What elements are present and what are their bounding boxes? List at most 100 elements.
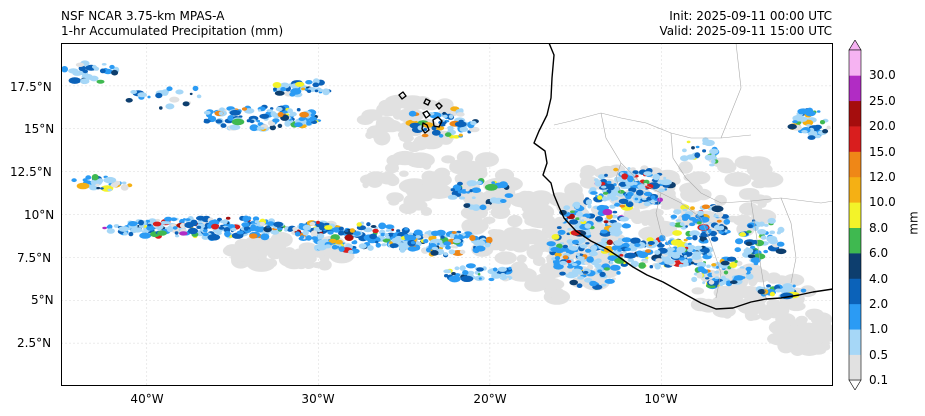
precip-cell	[604, 173, 608, 177]
precip-cell	[613, 167, 619, 172]
precip-cell	[508, 266, 512, 270]
precip-cell	[225, 216, 231, 220]
precip-cell	[310, 113, 316, 117]
precip-cell	[627, 167, 631, 170]
precip-cell	[650, 195, 656, 200]
precip-cell	[440, 235, 445, 239]
precip-cell	[709, 230, 717, 237]
precip-cell	[627, 258, 634, 263]
precip-cell	[394, 235, 404, 243]
precip-cell	[447, 126, 454, 130]
precip-cell	[570, 210, 575, 213]
precip-cell	[344, 234, 354, 241]
precip-cell	[463, 203, 471, 209]
precip-cell	[448, 114, 454, 119]
precip-cell	[576, 283, 583, 288]
precip-cell	[655, 258, 663, 263]
precip-cell	[169, 96, 180, 103]
precip-cell	[164, 216, 173, 222]
precip-cell	[431, 246, 439, 251]
precip-cell	[331, 244, 338, 250]
precip-cell	[726, 215, 739, 223]
precip-cell	[411, 117, 418, 122]
precip-cell	[715, 195, 726, 203]
precip-cell	[259, 221, 266, 226]
precip-cell	[111, 69, 119, 76]
precip-cell	[625, 180, 635, 186]
precip-cell	[218, 111, 224, 116]
colorbar-tick-label: 4.0	[869, 271, 889, 286]
precip-cell	[750, 257, 761, 264]
precip-cell	[808, 331, 829, 343]
precip-cell	[686, 236, 693, 240]
colorbar-segment	[849, 151, 861, 178]
coastline	[398, 43, 833, 310]
precip-cell	[740, 188, 760, 199]
precip-cell	[702, 247, 710, 254]
precip-cell	[219, 107, 225, 112]
precip-cell	[459, 249, 466, 255]
precip-cell	[585, 248, 592, 253]
colorbar-segment	[849, 278, 861, 305]
precip-cell	[606, 180, 612, 184]
precip-cell	[634, 243, 641, 247]
precip-cell	[95, 183, 100, 187]
precip-cell	[701, 269, 708, 274]
precip-cell	[302, 230, 309, 236]
precip-cell	[510, 261, 528, 276]
precip-cell	[336, 245, 340, 249]
precip-cell	[187, 227, 198, 235]
colorbar	[848, 40, 862, 390]
precip-cell	[709, 163, 715, 167]
precip-cell	[410, 200, 428, 211]
precip-cell	[422, 160, 432, 170]
lat-label: 10°N	[24, 208, 55, 222]
precip-cell	[165, 103, 175, 110]
precip-cell	[734, 260, 738, 263]
precip-cell	[686, 247, 693, 253]
precip-cell	[570, 230, 581, 236]
colorbar-tick-label: 2.0	[869, 296, 889, 311]
precip-cell	[179, 231, 188, 236]
precip-cell	[457, 160, 484, 174]
precip-cell	[636, 189, 644, 196]
precip-cell	[724, 172, 752, 187]
precip-cell	[102, 226, 107, 230]
precip-cell	[491, 181, 496, 185]
precip-cell	[310, 230, 318, 238]
precip-cell	[603, 267, 611, 271]
precip-cell	[711, 263, 717, 267]
coastline-west-africa	[533, 43, 833, 310]
precip-cell	[309, 221, 316, 226]
precip-cell	[775, 288, 782, 293]
precip-cell	[138, 219, 144, 226]
precip-cell	[128, 231, 134, 237]
precip-cell	[459, 126, 469, 132]
precip-cell	[679, 257, 685, 261]
precip-cell	[335, 239, 343, 245]
precip-cell	[595, 195, 598, 198]
precip-cell	[317, 233, 325, 239]
precip-cell	[680, 204, 690, 210]
precip-cell	[686, 140, 691, 144]
precip-cell	[602, 191, 609, 195]
precip-cell	[328, 238, 337, 244]
precip-cell	[572, 239, 579, 245]
precip-cell	[458, 108, 464, 114]
precip-cell	[348, 249, 354, 254]
precip-cell	[260, 245, 269, 252]
precip-cell	[244, 226, 249, 231]
precip-cell	[157, 230, 167, 236]
precip-cell	[777, 226, 785, 233]
colorbar-tick-label: 0.1	[869, 373, 889, 387]
precip-cell	[474, 245, 486, 252]
precip-cell	[500, 199, 507, 203]
precip-cell	[680, 155, 689, 162]
precip-cell	[748, 254, 756, 259]
precip-cell	[375, 120, 389, 129]
precip-cell	[454, 121, 467, 128]
precip-cell	[689, 222, 696, 227]
precip-cell	[739, 155, 748, 163]
precip-cell	[703, 139, 715, 147]
precip-cell	[597, 269, 603, 273]
